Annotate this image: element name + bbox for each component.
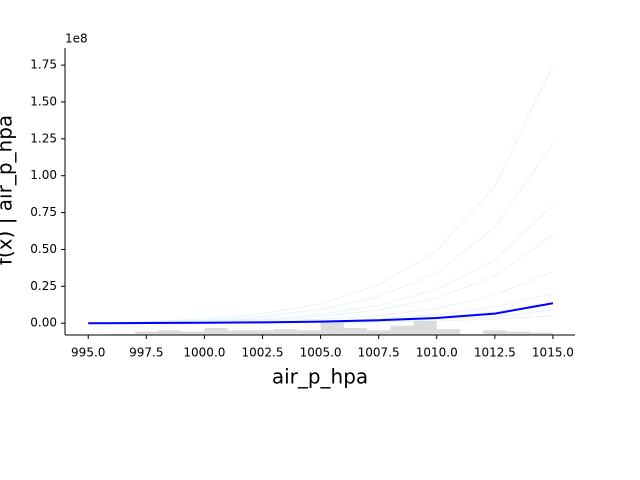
y-tick-label: 0.00 xyxy=(30,316,57,330)
x-tick-label: 995.0 xyxy=(71,346,105,360)
line xyxy=(88,234,554,324)
y-tick-label: 0.75 xyxy=(30,205,57,219)
y-tick-label: 1.50 xyxy=(30,94,57,108)
histogram-bar xyxy=(459,333,484,335)
line xyxy=(88,204,554,324)
histogram-bar xyxy=(413,321,437,335)
histogram-bar xyxy=(320,322,344,335)
histogram-bar xyxy=(111,333,135,335)
x-tick-label: 1005.0 xyxy=(300,346,342,360)
histogram-bar xyxy=(297,330,321,335)
histogram-bar xyxy=(506,331,530,335)
histogram-bar xyxy=(181,331,205,335)
y-tick-label: 0.50 xyxy=(30,242,57,256)
y-axis-title: f(x) | air_p_hpa xyxy=(0,115,17,265)
y-tick-label: 0.25 xyxy=(30,279,57,293)
x-tick-label: 997.5 xyxy=(129,346,163,360)
line xyxy=(88,302,554,325)
x-tick-label: 1010.0 xyxy=(416,346,458,360)
line xyxy=(88,64,554,324)
x-axis-title: air_p_hpa xyxy=(272,365,368,389)
histogram-bar xyxy=(436,329,460,335)
histogram-bar xyxy=(250,330,275,335)
histogram-bar xyxy=(483,330,507,335)
x-tick-label: 1007.5 xyxy=(358,346,400,360)
histogram-bar xyxy=(367,330,391,335)
histogram-bar xyxy=(204,328,228,335)
y-tick-label: 1.00 xyxy=(30,168,57,182)
histogram-bar xyxy=(227,330,251,335)
histogram-bar xyxy=(343,328,368,335)
histogram-bar xyxy=(529,332,553,335)
y-tick-label: 1.25 xyxy=(30,131,57,145)
histogram-bar xyxy=(157,330,182,335)
y-tick-label: 1.75 xyxy=(30,58,57,72)
histogram-bar xyxy=(274,329,298,335)
x-tick-label: 1002.5 xyxy=(241,346,283,360)
y-offset-label: 1e8 xyxy=(65,32,88,46)
histogram-bar xyxy=(390,325,414,335)
x-tick-label: 1012.5 xyxy=(474,346,516,360)
x-tick-label: 1015.0 xyxy=(532,346,574,360)
line xyxy=(88,302,553,324)
x-tick-label: 1000.0 xyxy=(183,346,225,360)
line xyxy=(88,143,554,324)
histogram-bar xyxy=(134,331,158,335)
